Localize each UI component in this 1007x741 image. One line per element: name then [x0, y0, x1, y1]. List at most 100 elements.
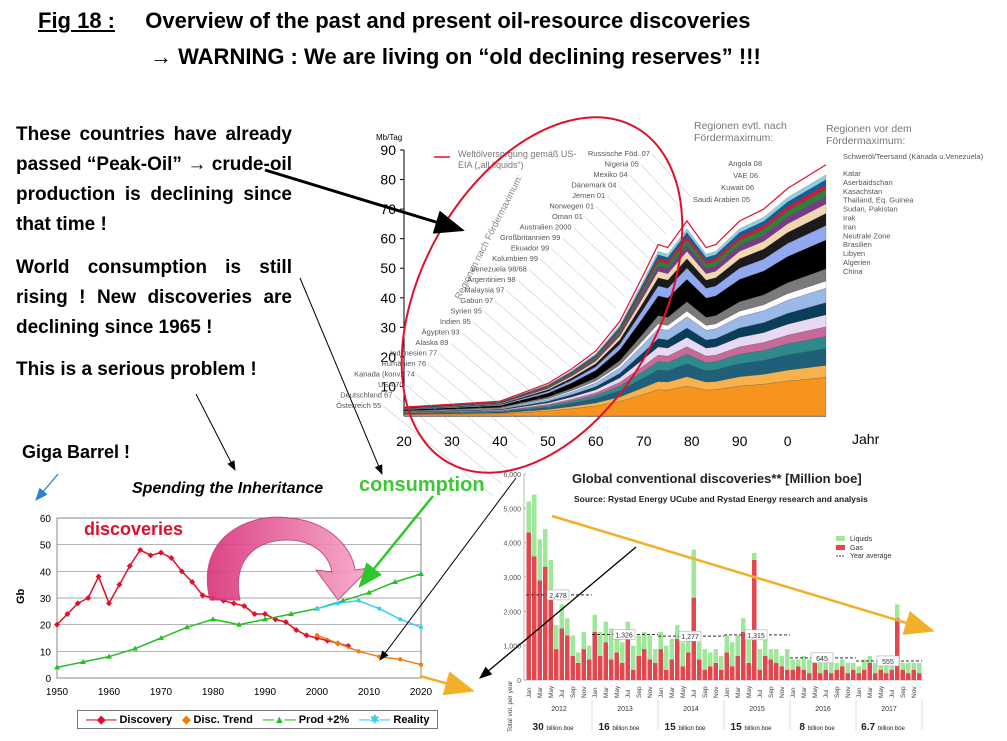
c1-ylabel: Mb/Tag [376, 133, 402, 142]
c3-month-label: Sep [900, 686, 907, 698]
c3-liquids-bar [543, 528, 548, 567]
c1-country-label: Malaysia 97 [464, 286, 504, 295]
problem-note: This is a serious problem ! [16, 359, 257, 380]
c3-liquids-bar [906, 662, 911, 674]
c3-liquids-bar [867, 655, 872, 663]
c3-liquids-bar [675, 625, 680, 639]
c3-month-label: May [680, 685, 687, 698]
inheritance-chart: 0 10 20 30 40 50 60 1950 1960 1970 1980 1990 2000 20… [15, 514, 433, 698]
c1-leader-line [483, 311, 568, 384]
c3-gas-bar [680, 666, 685, 680]
c3-month-label: Nov [779, 686, 786, 698]
c1-xtick-label: 90 [732, 433, 748, 449]
c3-liquids-bar [708, 652, 713, 667]
c2-discovery-point [199, 592, 206, 599]
c1-country-label: Kolumbien 99 [492, 254, 538, 263]
c3-ytick-label: 0 [517, 678, 521, 685]
c2-prod-point [262, 616, 268, 622]
c1-leader-line [439, 353, 535, 434]
c2-xtick-label: 2020 [410, 687, 433, 698]
c3-month-label: Nov [911, 686, 918, 698]
c3-year-total-unit: billion boe [744, 726, 772, 732]
c3-year-label: 2012 [551, 706, 567, 713]
c3-gas-bar [917, 673, 922, 680]
c3-year-total-value: 30 [533, 722, 547, 733]
c3-liquids-bar [796, 659, 801, 667]
c2-xtick-label: 1990 [254, 687, 277, 698]
c1-leader-line [640, 164, 682, 209]
c3-year-total-value: 8 [799, 722, 807, 733]
c3-gas-bar [741, 631, 746, 680]
c1-area-band [403, 174, 827, 408]
c3-avg-label-box [612, 629, 636, 640]
c1-mid-label: Saudi Arabien 05 [693, 195, 750, 204]
c3-month-label: Sep [636, 686, 643, 698]
c3-gas-bar [873, 673, 878, 680]
c3-gas-bar [906, 673, 911, 680]
c1-xtick-label: 50 [540, 433, 556, 449]
c3-liquids-bar [587, 645, 592, 660]
c3-liquids-bar [653, 649, 658, 663]
c2-prod-point [132, 645, 138, 651]
c2-trend-point [335, 641, 340, 646]
c1-leader-line [539, 258, 609, 322]
c3-gas-bar [829, 673, 834, 680]
c2-discovery-point [137, 547, 144, 553]
problem-note-block: This is a serious problem ! [16, 355, 316, 385]
c3-liquids-bar [851, 662, 856, 670]
c1-ytick-label: 60 [380, 231, 396, 247]
c2-discovery-point [178, 568, 185, 575]
c2-series-line [316, 634, 422, 666]
c3-month-label: Jul [559, 689, 566, 698]
c3-month-label: Mar [537, 686, 544, 698]
c1-country-label: Dänemark 04 [571, 181, 616, 190]
c3-avg-label-box [876, 655, 900, 667]
consumption-note-block: World consumption is still rising ! New … [16, 253, 292, 343]
c3-liquids-bar [581, 631, 586, 650]
c3-month-label: Nov [647, 686, 654, 698]
c1-xtick-label: 20 [396, 433, 412, 449]
giga-barrel-label: Giga Barrel ! [22, 442, 131, 462]
c3-liquids-bar [768, 649, 773, 660]
c3-gas-bar [812, 662, 817, 680]
c1-leader-line [562, 237, 625, 297]
c3-gas-bar [845, 673, 850, 680]
c3-gas-bar [686, 652, 691, 680]
c3-liquids-bar [895, 604, 900, 619]
c3-liquids-bar [818, 662, 823, 674]
c1-right-label: Irak [843, 214, 856, 223]
c1-leader-line [495, 300, 576, 372]
c3-gas-bar [724, 652, 729, 680]
c1-country-label: Russische Föd. 07 [588, 149, 650, 158]
c2-series-line [316, 599, 422, 629]
c2-trend-point [398, 657, 403, 662]
c3-liquids-bar [840, 659, 845, 667]
c1-leader-line [595, 206, 650, 259]
c3-year-label: 2013 [617, 706, 633, 713]
c1-ytick-label: 80 [380, 172, 396, 188]
c3-liquids-bar [669, 638, 674, 660]
c3-gas-bar [570, 655, 575, 680]
c3-gas-bar [862, 669, 867, 680]
c2-xtick-label: 1970 [150, 687, 173, 698]
c1-leader-line [506, 290, 584, 359]
c1-leader-line [607, 195, 658, 247]
consumption-note: World consumption is still rising ! New … [16, 257, 292, 338]
c2-ytick-label: 0 [45, 674, 51, 685]
c3-gas-bar [790, 669, 795, 680]
c3-gas-bar [713, 662, 718, 680]
c3-month-label: Nov [713, 686, 720, 698]
c2-discovery-point [85, 595, 92, 601]
c3-liquids-bar [576, 652, 581, 663]
c3-month-label: Mar [603, 686, 610, 698]
c2-discovery-point [158, 549, 164, 556]
c1-country-label: Indien 95 [440, 317, 471, 326]
c3-month-label: Nov [845, 686, 852, 698]
c2-ytick-label: 10 [40, 647, 52, 658]
figure-title-text: Overview of the past and present oil-res… [145, 8, 751, 33]
c2-discovery-point [116, 581, 123, 588]
c3-liquids-bar [532, 494, 537, 557]
c2-legend: —◆— Discovery ◆ Disc. Trend —▲— Prod +2% —✱… [77, 710, 439, 729]
c3-liquids-bar [631, 645, 636, 670]
c1-group-mid: Regionen evtl. nach Fördermaximum: [694, 120, 787, 144]
